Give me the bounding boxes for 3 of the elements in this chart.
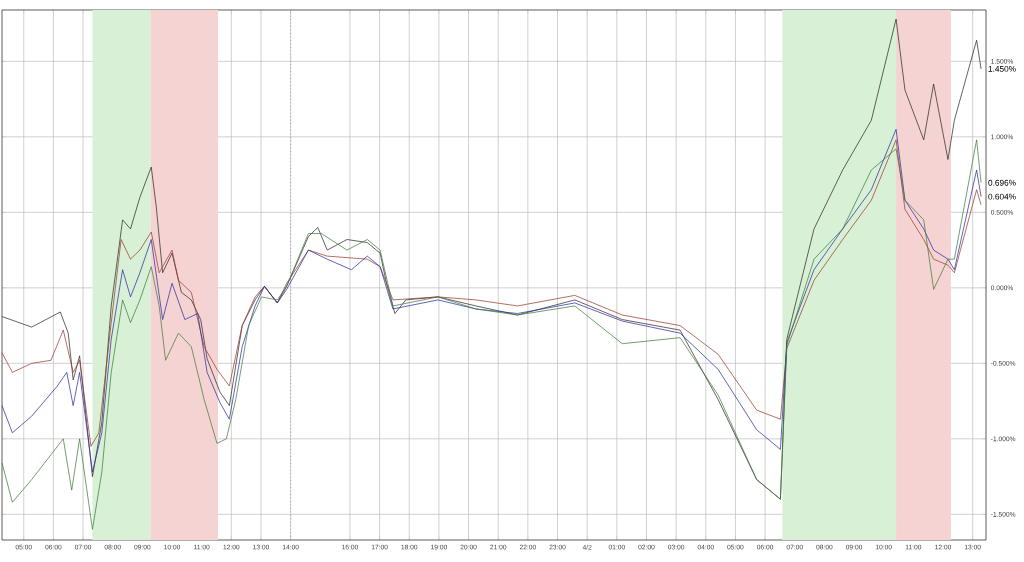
annotation: 1.450% [988,65,1016,72]
annotation: 0.604% [988,193,1016,200]
annotation: 0.696% [988,179,1016,186]
